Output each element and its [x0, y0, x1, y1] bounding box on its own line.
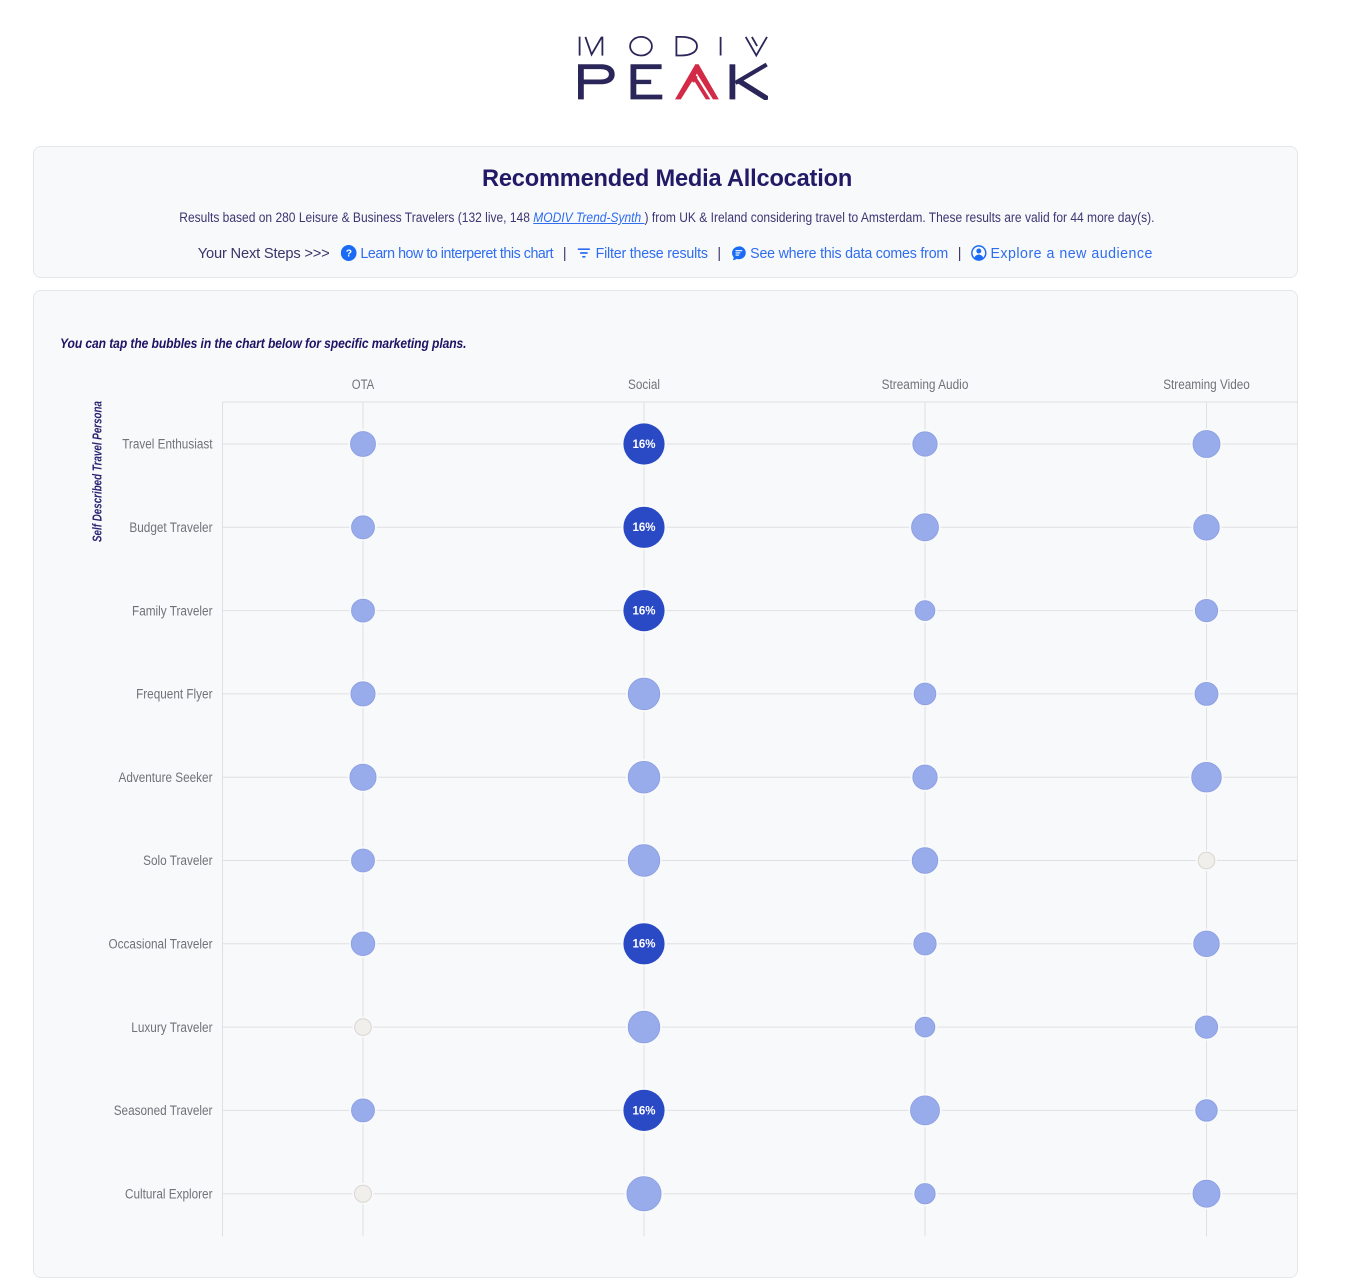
svg-text:Adventure Seeker: Adventure Seeker: [119, 770, 213, 785]
svg-text:16%: 16%: [632, 522, 655, 534]
svg-text:OTA: OTA: [352, 377, 375, 392]
svg-text:16%: 16%: [632, 606, 655, 618]
svg-text:?: ?: [345, 249, 351, 260]
svg-text:16%: 16%: [632, 939, 655, 951]
svg-text:Self Described Travel Persona: Self Described Travel Persona: [90, 401, 105, 542]
svg-text:Seasoned Traveler: Seasoned Traveler: [114, 1103, 213, 1118]
svg-text:16%: 16%: [632, 439, 655, 451]
svg-text:Budget Traveler: Budget Traveler: [129, 520, 213, 535]
svg-text:Streaming Video: Streaming Video: [1163, 377, 1250, 392]
svg-text:Luxury Traveler: Luxury Traveler: [131, 1020, 213, 1035]
svg-text:Frequent Flyer: Frequent Flyer: [136, 687, 213, 702]
svg-text:Occasional Traveler: Occasional Traveler: [109, 937, 213, 952]
svg-text:Solo Traveler: Solo Traveler: [143, 853, 213, 868]
svg-text:Streaming Audio: Streaming Audio: [882, 377, 969, 392]
svg-text:Family Traveler: Family Traveler: [132, 603, 213, 618]
svg-text:16%: 16%: [632, 1105, 655, 1117]
svg-text:Travel Enthusiast: Travel Enthusiast: [122, 437, 213, 452]
svg-text:Cultural Explorer: Cultural Explorer: [125, 1186, 213, 1201]
svg-text:Social: Social: [628, 377, 660, 392]
